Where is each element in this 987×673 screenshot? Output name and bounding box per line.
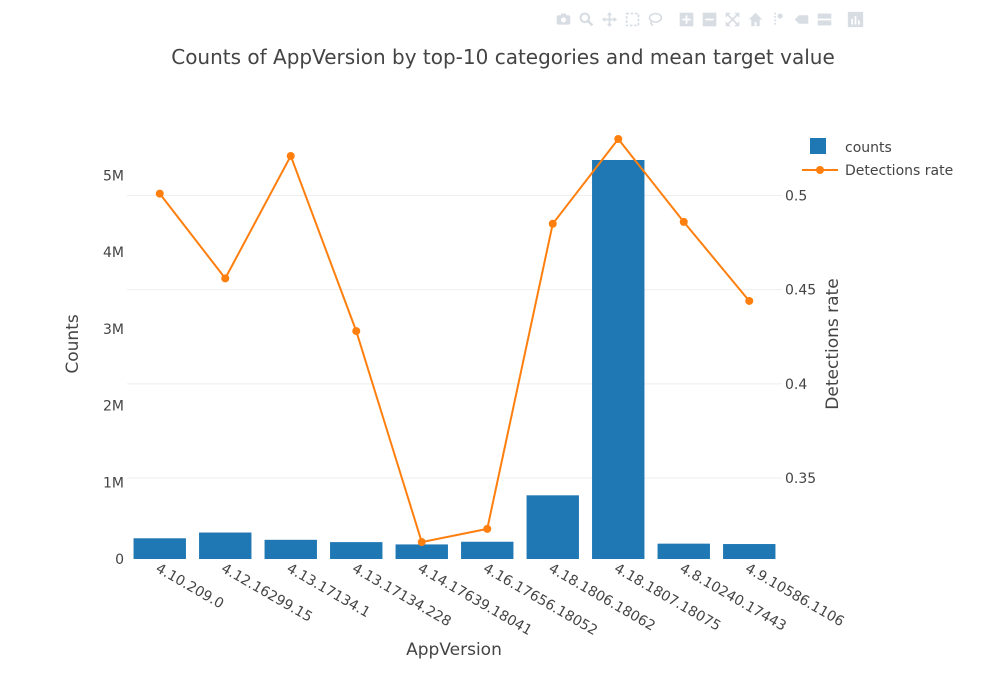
line-point: [614, 135, 623, 143]
bar: [657, 543, 710, 559]
bar: [592, 159, 645, 559]
x-tick-label: 4.18.1807.18075: [611, 561, 723, 635]
y2-tick-label: 0.35: [785, 471, 816, 487]
legend-label-rate: Detections rate: [845, 163, 953, 179]
legend-swatch-counts: [810, 138, 826, 154]
line-point: [221, 274, 230, 283]
bar-series: [133, 159, 776, 559]
y-tick-label: 2M: [103, 399, 124, 415]
x-tick-label: 4.8.10240.17443: [677, 561, 789, 635]
bar: [199, 532, 252, 559]
home-icon: [748, 12, 763, 26]
legend-label-counts: counts: [845, 140, 892, 156]
camera-button[interactable]: [552, 8, 575, 30]
bar: [133, 538, 186, 559]
y2-tick-label: 0.45: [785, 283, 816, 299]
chart-title: Counts of AppVersion by top-10 categorie…: [171, 45, 835, 69]
y-tick-label: 5M: [103, 168, 124, 184]
hover-compare-button[interactable]: [813, 8, 836, 30]
y-tick-label: 1M: [103, 475, 124, 491]
x-tick-label: 4.18.1806.18062: [546, 561, 658, 635]
autoscale-button[interactable]: [721, 8, 744, 30]
series-line: [158, 137, 751, 544]
spike-lines-button[interactable]: [767, 8, 790, 30]
legend-marker-rate: [816, 166, 824, 174]
x-tick-label: 4.16.17656.18052: [480, 561, 600, 639]
line-point: [155, 189, 164, 198]
bar: [461, 541, 514, 559]
legend: counts Detections rate: [802, 138, 953, 179]
gridlines: [127, 195, 782, 479]
zoom-in-button[interactable]: [675, 8, 698, 30]
y2-tick-label: 0.4: [785, 377, 807, 393]
x-tick-label: 4.10.209.0: [153, 561, 227, 613]
hover-compare-icon: [817, 13, 832, 25]
pan-button[interactable]: [598, 8, 621, 30]
y-tick-label: 4M: [103, 245, 124, 261]
line-series: [155, 135, 754, 547]
zoom-in-icon: [679, 12, 694, 26]
bar: [264, 539, 317, 559]
camera-icon: [556, 13, 571, 25]
y-tick-label: 3M: [103, 322, 124, 338]
hover-closest-button[interactable]: [790, 8, 813, 30]
line-point: [679, 217, 688, 226]
bar: [395, 544, 448, 559]
plotly-logo-icon: [847, 11, 864, 27]
box-select-button[interactable]: [621, 8, 644, 30]
y2-axis-title: Detections rate: [823, 278, 843, 409]
zoom-button[interactable]: [575, 8, 598, 30]
line-point: [745, 296, 754, 305]
zoom-out-icon: [702, 12, 717, 26]
pan-icon: [601, 11, 618, 27]
bar: [723, 544, 776, 559]
hover-closest-icon: [794, 14, 809, 24]
bar: [330, 542, 383, 559]
x-tick-label: 4.14.17639.18041: [415, 561, 535, 639]
y2-tick-label: 0.5: [785, 189, 807, 205]
line-point: [417, 538, 426, 547]
line-point: [352, 327, 361, 336]
box-select-icon: [625, 12, 640, 26]
lasso-select-icon: [648, 12, 663, 26]
y-tick-label: 0: [115, 552, 124, 568]
lasso-select-button[interactable]: [644, 8, 667, 30]
home-button[interactable]: [744, 8, 767, 30]
zoom-out-button[interactable]: [698, 8, 721, 30]
spike-lines-icon: [774, 12, 783, 26]
y-axis-title: Counts: [63, 314, 83, 373]
plotly-logo-button[interactable]: [844, 8, 867, 30]
line-point: [548, 219, 557, 228]
autoscale-icon: [725, 12, 740, 26]
line-point: [483, 524, 492, 533]
x-axis-title: AppVersion: [406, 640, 502, 660]
line-point: [286, 151, 295, 160]
zoom-icon: [579, 11, 594, 26]
bar: [526, 495, 579, 559]
modebar: [552, 8, 867, 30]
